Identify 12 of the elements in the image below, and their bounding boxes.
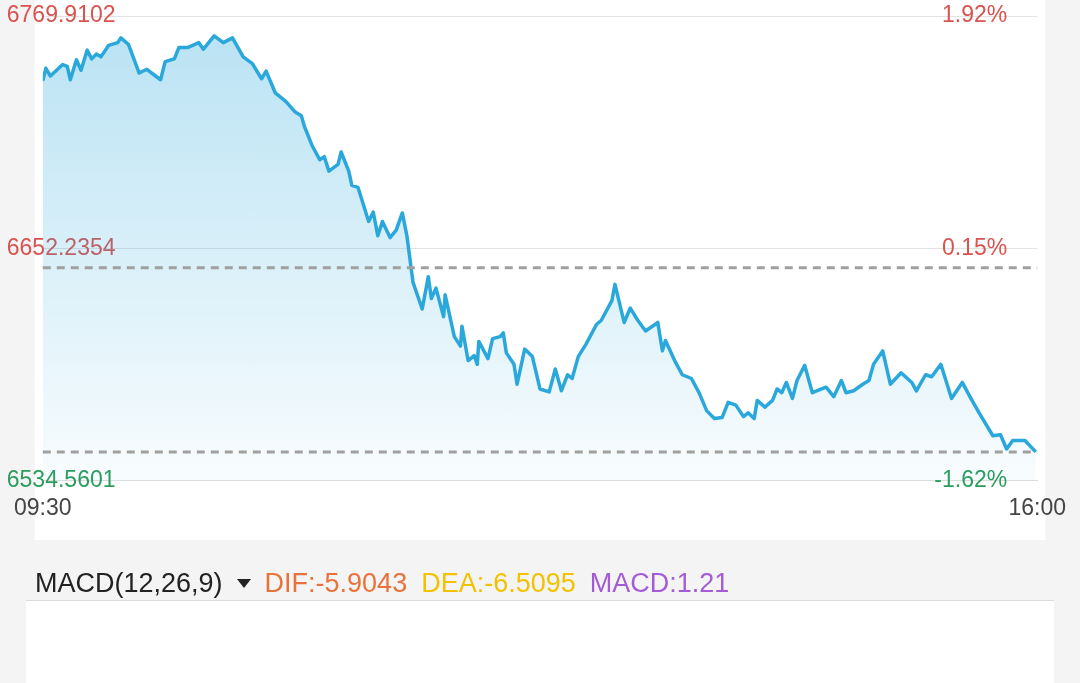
y2-tick-label: -1.62% (934, 465, 1008, 492)
y2-tick-label: 1.92% (942, 1, 1008, 28)
x-tick-label: 09:30 (14, 493, 72, 520)
y-tick-label: 6534.5601 (6, 465, 116, 492)
y-tick-label: 6769.9102 (6, 1, 116, 28)
x-tick-label: 16:00 (1008, 493, 1066, 520)
text: DEA:-6.5095 (421, 568, 576, 599)
y-tick-label: 6652.2354 (6, 233, 116, 260)
text: MACD(12,26,9) (35, 568, 223, 599)
y2-tick-label: 0.15% (942, 233, 1008, 260)
text: MACD:1.21 (589, 568, 730, 599)
text: DIF:-5.9043 (264, 568, 408, 599)
